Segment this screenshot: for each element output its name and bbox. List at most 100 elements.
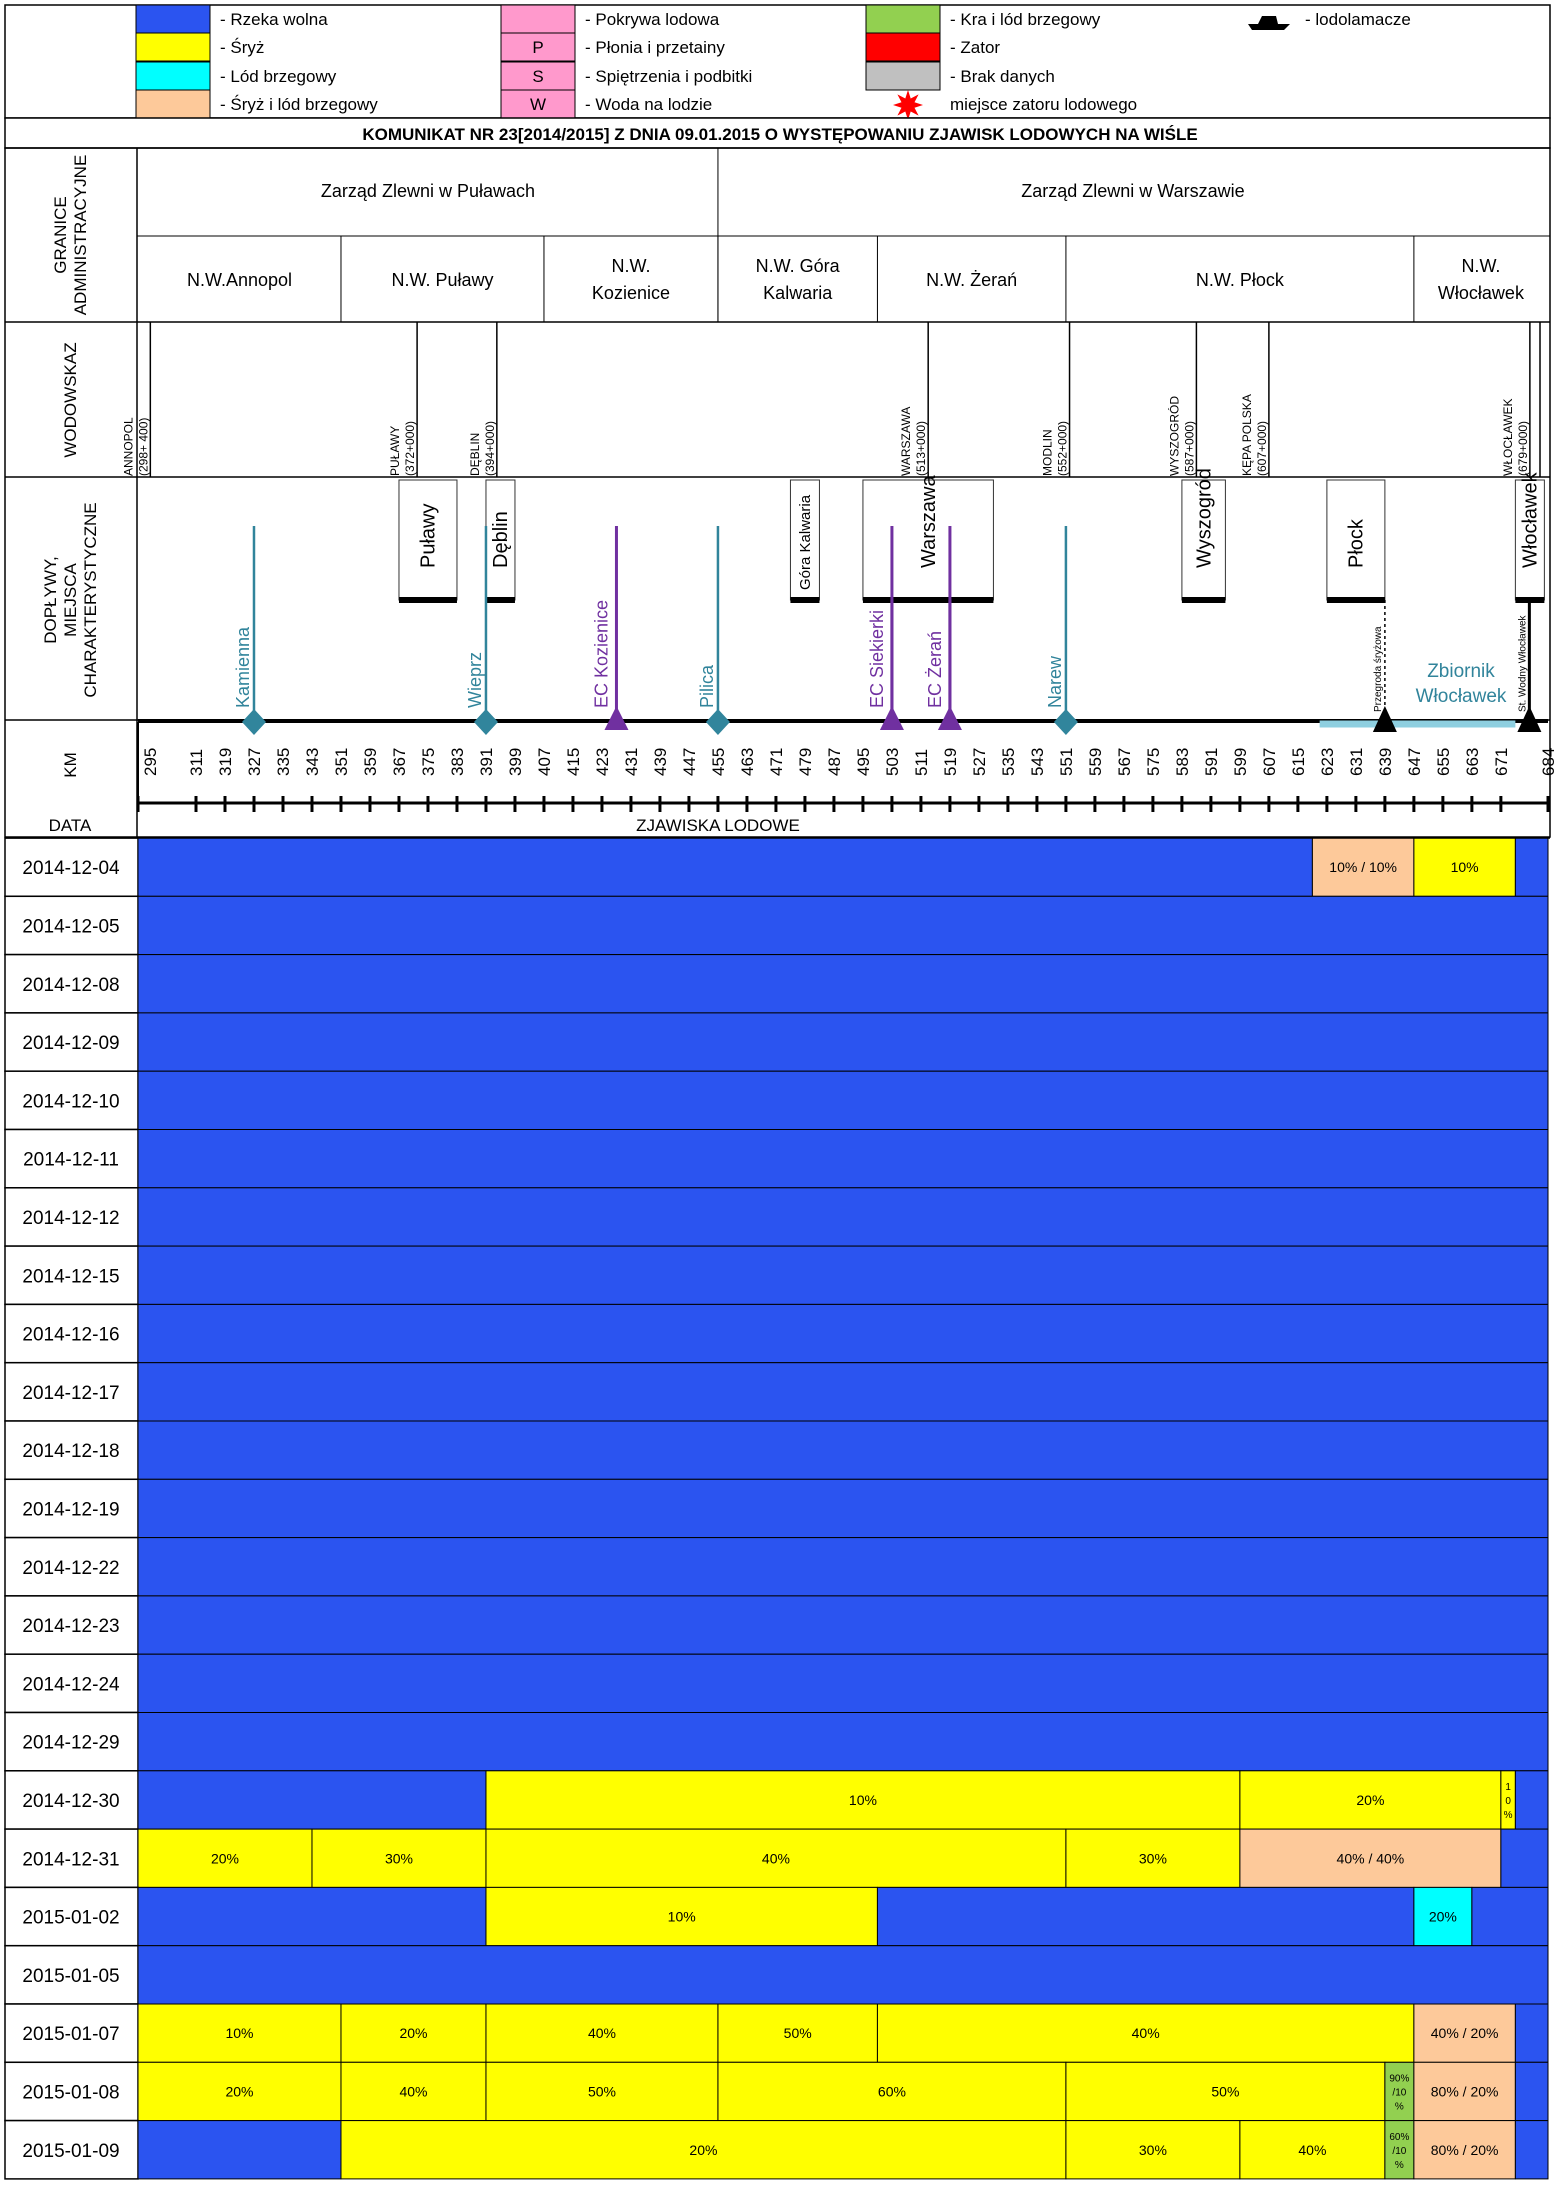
date-label: 2014-12-11 <box>23 1150 119 1171</box>
km-value: 431 <box>622 748 641 776</box>
km-tick-label: 511 <box>912 749 931 776</box>
ice-value: 40% <box>588 2025 616 2041</box>
ice-segment <box>137 1712 1549 1772</box>
label-doplywy-line: CHARAKTERYSTYCZNE <box>81 502 100 697</box>
ice-segment <box>1065 2120 1241 2180</box>
ice-segment <box>137 1537 1549 1597</box>
reservoir-name: Włocławek <box>1416 686 1507 707</box>
legend-swatch-brak <box>865 61 941 91</box>
gauge-km: (298+ 400) <box>136 418 150 476</box>
gauge-name: WŁOCŁAWEK <box>1501 398 1515 476</box>
ice-segment <box>1384 2120 1415 2180</box>
city-label: Wyszogród <box>1193 468 1215 568</box>
legend-text-free: - Rzeka wolna <box>220 10 328 29</box>
legend-swatch-free <box>135 4 211 34</box>
ice-segment <box>876 2003 1415 2063</box>
ice-value: 40% / 20% <box>1431 2025 1499 2041</box>
zarzad-name: Zarząd Zlewni w Warszawie <box>1021 181 1244 201</box>
gauge-name: ANNOPOL <box>121 417 135 476</box>
ice-value: 30% <box>1139 2142 1167 2158</box>
ice-value: 50% <box>588 2083 616 2099</box>
city-name: Dęblin <box>490 511 512 568</box>
nadzor-name: N.W. Płock <box>1196 270 1285 290</box>
ice-segment <box>137 837 1313 897</box>
km-value: 447 <box>680 748 699 776</box>
date-label: 2014-12-24 <box>22 1674 120 1695</box>
ice-segment <box>137 1945 1549 2005</box>
tributary-label: Wieprz <box>465 652 485 708</box>
plant-triangle <box>604 706 629 730</box>
km-tick-label: 631 <box>1347 748 1366 776</box>
km-value: 439 <box>651 748 670 776</box>
plant-name: EC Żerań <box>925 631 945 708</box>
tributary-diamond <box>705 709 730 735</box>
km-value: 423 <box>593 748 612 776</box>
gauge-label: PUŁAWY (372+000) <box>388 421 417 476</box>
km-tick-label: 495 <box>854 748 873 776</box>
zator-star-icon <box>893 90 923 120</box>
date-cell <box>4 1828 139 1889</box>
km-tick-label: 439 <box>651 748 670 776</box>
gauge-name: WARSZAWA <box>899 407 913 476</box>
date-label: 2014-12-18 <box>22 1441 119 1462</box>
legend-swatch-plonia <box>500 32 576 62</box>
km-value: 407 <box>535 748 554 776</box>
km-value: 295 <box>141 748 160 776</box>
km-value: 655 <box>1434 748 1453 776</box>
ice-value: 40% <box>399 2083 427 2099</box>
gauge-name: KĘPA POLSKA <box>1240 394 1254 476</box>
ice-value: 60% <box>878 2083 906 2099</box>
label-granice-line: ADMINISTRACYJNE <box>71 155 90 316</box>
plant-name: EC Siekierki <box>867 610 887 708</box>
date-cell <box>4 1245 139 1306</box>
ice-segment <box>137 1595 1549 1655</box>
legend-text-lodolamacze: - lodolamacze <box>1305 10 1411 29</box>
gauge-km: (513+000) <box>914 421 928 476</box>
nadzor-name: N.W.Annopol <box>187 270 292 290</box>
km-tick-label: 415 <box>564 748 583 776</box>
date-cell <box>4 1361 139 1422</box>
legend-symbol-spietrzenia: S <box>532 67 543 86</box>
ice-value: % <box>1504 1810 1513 1821</box>
gauge-label: MODLIN (552+000) <box>1041 421 1070 476</box>
ice-segment <box>137 1770 487 1830</box>
km-tick-label: 575 <box>1144 748 1163 776</box>
ice-value: 40% / 40% <box>1337 1850 1405 1866</box>
km-value: 631 <box>1347 748 1366 776</box>
legend-text-sryz_lod: - Śryż i lód brzegowy <box>220 95 378 114</box>
city-box <box>862 479 994 601</box>
date-label: 2014-12-08 <box>22 975 119 996</box>
ice-segment <box>1514 2120 1549 2180</box>
km-value: 559 <box>1086 748 1105 776</box>
zjawiska-header: ZJAWISKA LODOWE <box>636 816 800 835</box>
date-cell <box>4 1944 139 2005</box>
ice-segment <box>1471 1886 1549 1947</box>
date-label: 2015-01-08 <box>22 2082 119 2103</box>
km-value: 335 <box>274 748 293 776</box>
structure-name: St. Wodny Włocławek <box>1517 614 1528 712</box>
km-tick-label: 383 <box>448 748 467 776</box>
ice-value: 40% <box>762 1850 790 1866</box>
date-label: 2014-12-05 <box>22 916 119 937</box>
km-value: 311 <box>187 749 206 776</box>
km-tick-label: 583 <box>1173 748 1192 776</box>
ice-segment <box>1500 1828 1549 1888</box>
km-value: 391 <box>477 748 496 776</box>
ice-value: 10% <box>849 1792 877 1808</box>
ice-value: 20% <box>399 2025 427 2041</box>
date-label: 2014-12-17 <box>22 1383 119 1404</box>
structure-name: Przegroda śryżowa <box>1373 626 1384 712</box>
ice-segment <box>137 1245 1549 1305</box>
date-label: 2014-12-16 <box>22 1325 119 1346</box>
km-tick-label: 684 <box>1539 748 1556 776</box>
ice-segment <box>485 1828 1067 1888</box>
plant-label: EC Kozienice <box>591 600 611 708</box>
gauge-km: (552+000) <box>1056 421 1070 476</box>
km-value: 575 <box>1144 748 1163 776</box>
date-label: 2014-12-31 <box>22 1849 119 1870</box>
km-tick-label: 551 <box>1057 748 1076 776</box>
ice-value: % <box>1395 2101 1404 2112</box>
ice-value: 80% / 20% <box>1431 2083 1499 2099</box>
